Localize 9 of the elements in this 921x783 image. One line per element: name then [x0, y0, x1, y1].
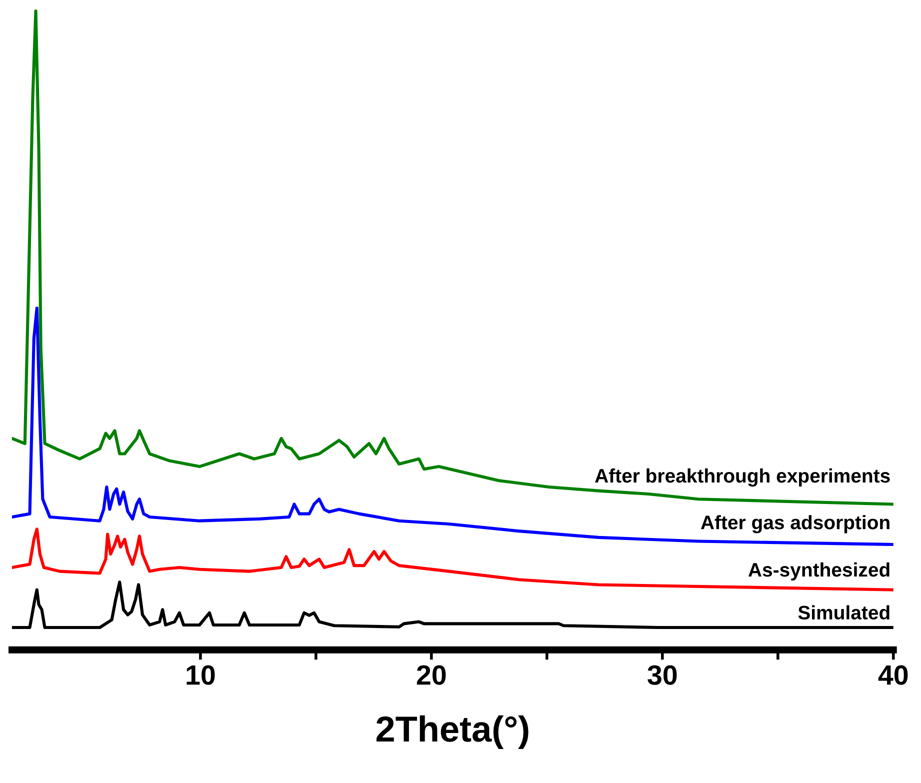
x-tick-label: 10	[186, 665, 215, 685]
x-tick-label: 40	[878, 665, 908, 685]
series-label: As-synthesized	[748, 562, 890, 581]
series-label: Simulated	[798, 605, 890, 620]
x-tick-label: 20	[416, 665, 446, 685]
x-tick-label: 30	[648, 665, 677, 685]
x-axis-title: 2Theta(°)	[376, 715, 528, 750]
series-label: After gas adsorption	[700, 515, 890, 534]
series-label: After breakthrough experiments	[595, 468, 890, 487]
